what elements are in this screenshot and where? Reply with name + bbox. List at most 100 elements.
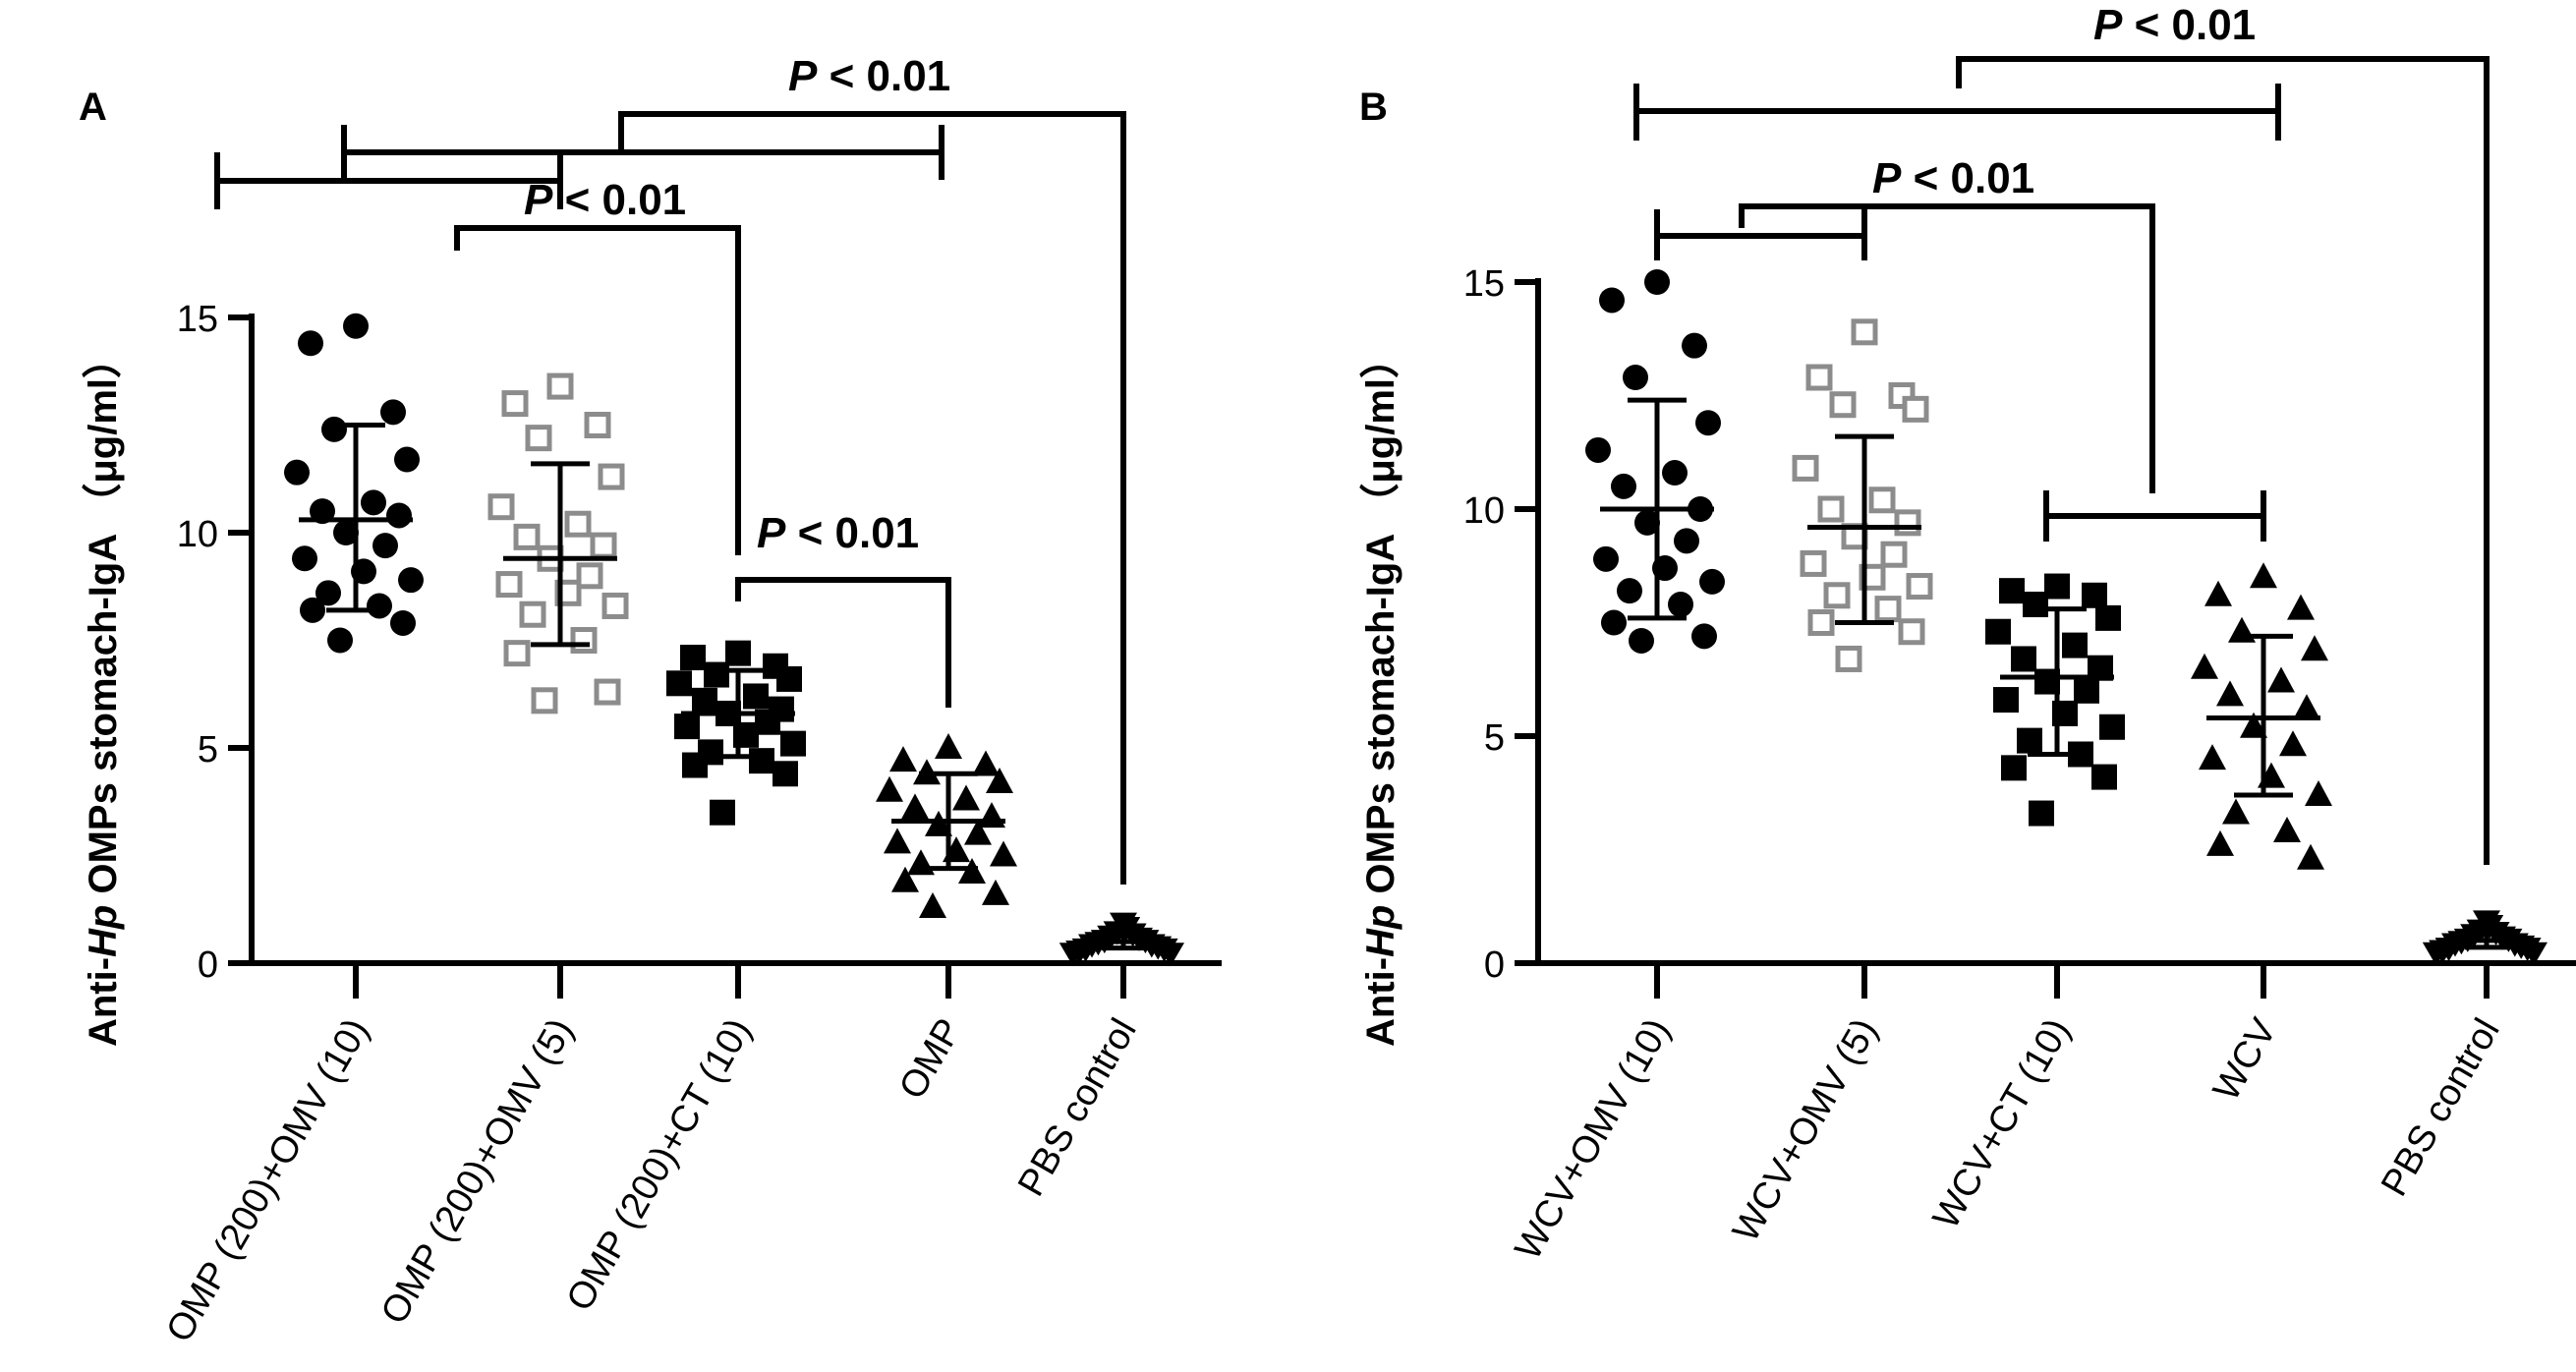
data-point [2029,800,2054,827]
data-point [2293,694,2320,720]
data-point [986,768,1013,794]
data-point [1668,592,1693,618]
bracket-p1 [454,225,741,555]
data-point [725,640,751,666]
data-point [394,446,420,473]
data-point [2044,573,2070,600]
data-point [513,523,541,550]
data-point [2222,798,2250,825]
data-point [1868,486,1896,514]
data-point [487,493,515,521]
data-point [978,802,1005,829]
data-point [901,793,929,820]
data-point [1157,943,1184,967]
panel-label: A [79,86,107,129]
data-point [1906,573,1933,600]
y-axis-title-italic: Hp [1359,905,1402,957]
data-point [1617,578,1642,604]
data-point [2279,730,2307,757]
data-point [372,533,398,559]
p-value-label-3: P < 0.01 [788,52,950,100]
data-point [1807,609,1835,636]
axes: 0 5 10 15 OMP (200)+OMV (10)OMP (200)+OMV (5… [158,299,1222,1349]
bracket-p3 [618,111,1126,885]
data-point [321,416,347,442]
significance-brackets: P < 0.01 P < 0.01 P < 0.01 [214,52,1126,885]
data-point [570,627,598,654]
data-point [564,510,592,538]
data-point [674,714,700,740]
data-point [2082,582,2107,608]
data-point [598,463,625,490]
data-point [531,687,558,715]
data-point [2099,714,2125,740]
data-point [935,733,962,759]
bracket-p2 [735,577,951,708]
data-point [1644,269,1670,295]
data-point [380,399,406,426]
data-point [889,746,917,772]
p-value-label-1: P < 0.01 [524,176,686,224]
data-point [584,412,611,438]
data-point [1874,596,1902,623]
data-point [1800,549,1827,577]
panel-a: A Anti-Hp OMPs stomach-IgA （μg/ml） 0 5 10 1… [79,52,1222,1349]
x-tick-label: OMP (200)+OMV (10) [158,1012,376,1349]
significance-brackets: P < 0.01 P < 0.01 [1633,1,2490,865]
data-point [780,730,806,757]
data-point [2001,755,2027,781]
data-point [680,645,706,671]
data-point [2216,680,2244,707]
data-point [1599,287,1625,314]
data-point [692,687,717,714]
data-point [1629,627,1654,654]
data-point [884,828,911,854]
bracket-group-1-4 [1633,84,2281,141]
y-tick-label: 5 [1484,717,1505,759]
data-point [982,879,1009,905]
data-point [952,784,980,811]
data-point [1585,436,1611,463]
y-tick-label: 15 [177,299,218,340]
y-axis-title-pre: Anti- [1359,957,1402,1047]
data-point [1823,582,1851,609]
data-point [315,580,341,606]
y-axis-title: Anti-Hp OMPs stomach-IgA （μg/ml） [1359,339,1402,1047]
x-tick-label: WCV [2205,1011,2285,1108]
data-point [876,775,903,802]
data-point [390,609,416,636]
data-point [1691,623,1717,650]
data-point [907,849,935,876]
x-tick-label: WCV+CT (10) [1925,1012,2079,1236]
data-point [2273,817,2301,843]
x-tick-label: PBS control [2374,1012,2508,1204]
data-point [1880,541,1908,568]
data-point [2074,677,2099,704]
data-point [1817,495,1845,523]
p-value-label-2: P < 0.01 [2093,1,2256,49]
data-point [2301,635,2328,661]
data-point [501,390,529,418]
data-point [749,748,774,774]
data-point [2204,580,2232,606]
data-point [1634,509,1660,536]
data-point [503,640,531,667]
data-point [292,545,317,572]
data-point [1695,410,1721,436]
x-tick-label: OMP [891,1012,970,1107]
data-point [1902,395,1929,423]
data-point [343,313,369,339]
data-point [594,678,621,706]
y-tick-label: 0 [1484,944,1505,986]
y-tick-label: 10 [177,514,218,555]
data-point [919,892,946,919]
x-tick-label: OMP (200)+CT (10) [559,1012,760,1318]
data-points [1585,269,2547,966]
data-point [972,750,1000,776]
data-point [2062,632,2088,658]
data-point [2422,942,2450,966]
x-tick-label: WCV+OMV (10) [1508,1012,1679,1268]
panel-label: B [1359,86,1388,129]
y-tick-label: 5 [198,729,218,771]
